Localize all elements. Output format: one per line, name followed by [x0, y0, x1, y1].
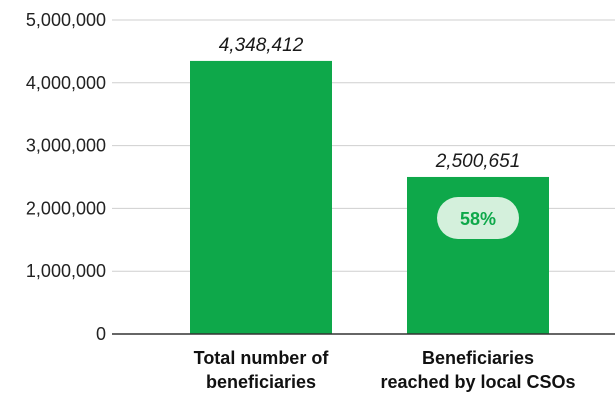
x-category-label: reached by local CSOs [380, 372, 575, 392]
x-category-label: Total number of [194, 348, 330, 368]
y-tick-label: 2,000,000 [26, 198, 106, 218]
y-tick-label: 4,000,000 [26, 73, 106, 93]
data-labels: 4,348,412 2,500,651 [219, 35, 521, 172]
y-axis-ticks: 0 1,000,000 2,000,000 3,000,000 4,000,000 5,0… [26, 10, 106, 344]
y-tick-label: 5,000,000 [26, 10, 106, 30]
bars [190, 60, 549, 334]
y-tick-label: 0 [96, 324, 106, 344]
x-category-label: beneficiaries [206, 372, 316, 392]
y-tick-label: 1,000,000 [26, 261, 106, 281]
percentage-badge-label: 58% [460, 209, 496, 229]
category-labels: Total number of beneficiaries Beneficiarie… [194, 348, 576, 392]
bar-value-label: 2,500,651 [435, 151, 521, 172]
bar [190, 60, 332, 334]
annotations: 58% [437, 197, 519, 239]
percentage-badge [437, 197, 519, 239]
x-category-label: Beneficiaries [422, 348, 534, 368]
bar-value-label: 4,348,412 [219, 35, 304, 56]
y-tick-label: 3,000,000 [26, 136, 106, 156]
